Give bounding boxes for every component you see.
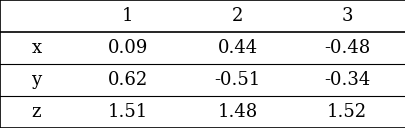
Text: x: x — [32, 39, 41, 57]
Text: 1.51: 1.51 — [107, 103, 148, 121]
Text: 2: 2 — [231, 7, 243, 25]
Text: 1.48: 1.48 — [217, 103, 257, 121]
Text: 1: 1 — [122, 7, 133, 25]
Text: -0.51: -0.51 — [214, 71, 260, 89]
Text: 0.62: 0.62 — [107, 71, 148, 89]
Text: z: z — [32, 103, 41, 121]
Text: 1.52: 1.52 — [326, 103, 366, 121]
Text: -0.34: -0.34 — [323, 71, 369, 89]
Text: y: y — [32, 71, 41, 89]
Text: -0.48: -0.48 — [323, 39, 369, 57]
Text: 0.44: 0.44 — [217, 39, 257, 57]
Text: 3: 3 — [341, 7, 352, 25]
Text: 0.09: 0.09 — [107, 39, 148, 57]
